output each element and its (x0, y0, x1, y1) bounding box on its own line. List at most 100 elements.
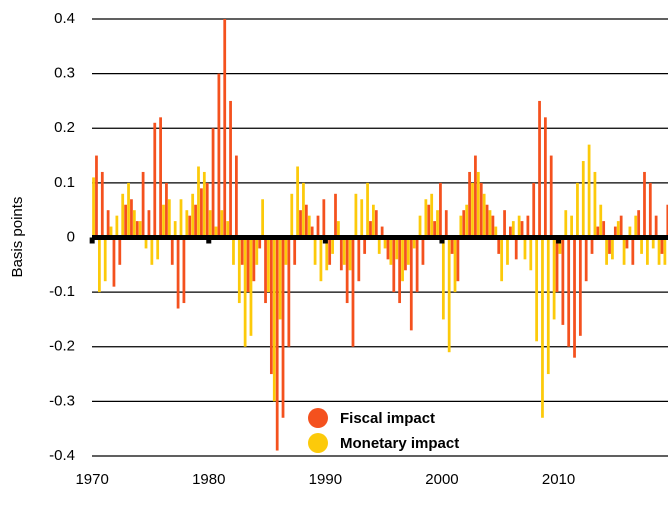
bar (573, 237, 576, 358)
bar (106, 210, 110, 238)
bar (197, 166, 200, 238)
bar (578, 237, 582, 336)
bar (424, 199, 428, 238)
bar (634, 215, 638, 238)
bar (660, 237, 664, 254)
x-tick-label: 2010 (542, 471, 575, 488)
x-tick (439, 237, 445, 244)
bar (138, 221, 142, 238)
y-tick-label: 0.4 (54, 10, 75, 27)
bar (441, 237, 445, 320)
bar (453, 237, 457, 293)
bar (395, 237, 399, 260)
bar (517, 215, 521, 238)
bar (404, 237, 407, 271)
x-tick-label: 1980 (192, 471, 225, 488)
bar (625, 237, 629, 249)
bar (646, 237, 649, 265)
bar (264, 237, 267, 304)
bar (619, 215, 623, 238)
bar (631, 237, 635, 265)
bar (115, 215, 119, 238)
bar (436, 210, 439, 238)
bar (576, 182, 579, 238)
bar (226, 221, 230, 238)
bar (144, 237, 148, 249)
bar (506, 237, 509, 265)
bar (296, 166, 299, 238)
bar (392, 237, 396, 293)
bar (214, 226, 218, 238)
bar (191, 193, 195, 238)
bar (488, 210, 492, 238)
bar (643, 171, 646, 238)
bar (205, 182, 209, 238)
bar (313, 237, 317, 265)
legend-label: Monetary impact (340, 435, 459, 452)
bar (141, 171, 145, 238)
bar (430, 193, 434, 238)
bar (427, 204, 431, 238)
bar (109, 226, 113, 238)
bar (185, 210, 189, 238)
bar (465, 204, 469, 238)
bar (613, 226, 617, 238)
x-tick-label: 2000 (425, 471, 458, 488)
bar (130, 199, 133, 238)
bar (552, 237, 556, 320)
bar (150, 237, 154, 265)
bar (331, 237, 334, 254)
bar (485, 204, 489, 238)
bar (360, 199, 364, 238)
bar (482, 193, 486, 238)
bar (497, 237, 501, 254)
bar (581, 161, 585, 238)
bar (541, 237, 544, 418)
bar (421, 237, 425, 265)
bar (605, 237, 608, 265)
bar (357, 237, 361, 282)
bar (593, 171, 597, 238)
y-tick-label: -0.3 (49, 392, 75, 409)
bar (555, 237, 559, 293)
bar (450, 237, 454, 254)
bar (290, 193, 294, 238)
legend-swatch (308, 408, 328, 428)
bar (302, 182, 305, 238)
bar (243, 237, 247, 347)
bar (351, 237, 355, 347)
bar (319, 237, 323, 282)
bar (383, 237, 387, 249)
bar (386, 237, 390, 260)
bar (412, 237, 416, 249)
bar (398, 237, 402, 304)
bar (342, 237, 346, 265)
bar (628, 226, 632, 238)
bar (304, 204, 308, 238)
bar (97, 237, 101, 293)
bar (570, 215, 573, 238)
bar (165, 182, 168, 238)
x-tick (322, 237, 328, 244)
bar (284, 237, 288, 265)
bar (602, 221, 606, 238)
bar (328, 237, 332, 265)
bar (479, 182, 483, 238)
bar (112, 237, 116, 287)
bar (135, 221, 139, 238)
bar (654, 215, 658, 238)
bar (147, 210, 151, 238)
bar (103, 237, 107, 282)
x-tick-label: 1970 (75, 471, 108, 488)
bar (176, 237, 180, 309)
bar (345, 237, 349, 304)
y-tick-label: -0.2 (49, 338, 75, 355)
bar (599, 204, 603, 238)
bar (608, 237, 611, 254)
legend-label: Fiscal impact (340, 410, 435, 427)
bar (584, 237, 588, 282)
bar (127, 182, 130, 238)
bar (564, 210, 568, 238)
bar (377, 237, 381, 254)
bar (369, 221, 372, 238)
